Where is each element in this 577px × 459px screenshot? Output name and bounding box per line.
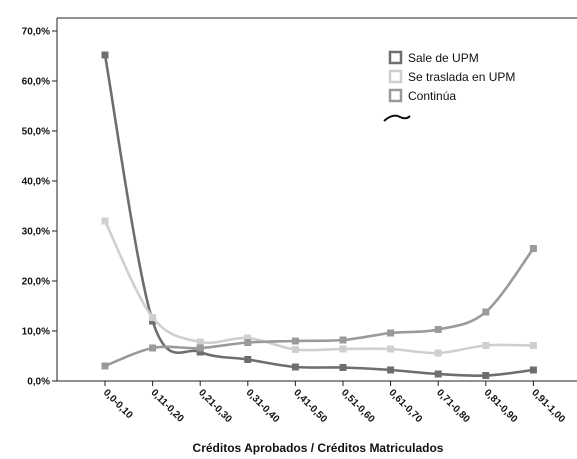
data-point	[101, 217, 109, 225]
series-line	[103, 220, 534, 355]
series-2	[101, 245, 537, 370]
series-line	[103, 54, 534, 377]
data-point	[387, 329, 395, 337]
y-tick-label: 0,0%	[27, 377, 50, 388]
series-0	[101, 51, 537, 379]
data-point	[482, 308, 490, 316]
data-point	[149, 344, 157, 352]
x-tick-label: 0,41-0,50	[291, 387, 329, 425]
legend-swatch	[388, 88, 403, 103]
data-point	[434, 326, 442, 333]
data-point	[339, 336, 347, 344]
x-axis-title: Créditos Aprobados / Créditos Matriculad…	[193, 441, 444, 455]
x-tick-label: 0,0-0,10	[101, 387, 135, 421]
x-tick-label: 0,11-0,20	[148, 387, 186, 425]
data-point	[291, 363, 299, 371]
data-point	[291, 337, 299, 345]
data-point	[339, 345, 347, 353]
y-tick-label: 10,0%	[22, 327, 50, 338]
legend-label: Continúa	[408, 89, 456, 103]
data-point	[529, 245, 537, 252]
data-point	[244, 356, 252, 363]
x-tick-label: 0,81-0,90	[482, 387, 520, 425]
data-point	[387, 366, 395, 374]
legend-label: Sale de UPM	[408, 51, 479, 65]
data-point	[149, 314, 157, 321]
data-point	[101, 362, 109, 370]
legend-swatch	[388, 69, 403, 84]
data-point	[291, 346, 299, 353]
x-tick-label: 0,91-1,00	[529, 387, 567, 425]
legend-swatch	[388, 50, 403, 65]
data-point	[482, 342, 490, 349]
data-point	[196, 338, 204, 346]
y-tick-label: 20,0%	[22, 277, 50, 288]
data-point	[529, 342, 537, 349]
y-tick-label: 60,0%	[22, 77, 50, 88]
series-1	[101, 217, 537, 357]
y-tick-label: 70,0%	[22, 27, 50, 38]
data-point	[434, 349, 442, 357]
data-point	[339, 364, 347, 371]
y-tick-label: 50,0%	[22, 127, 50, 138]
squiggle-mark-icon	[383, 114, 411, 122]
legend: Sale de UPM Se traslada en UPM Continúa	[383, 50, 515, 122]
y-tick-label: 40,0%	[22, 177, 50, 188]
y-tick-label: 30,0%	[22, 227, 50, 238]
data-point	[244, 339, 252, 346]
data-point	[482, 372, 490, 379]
data-point	[101, 51, 109, 59]
data-point	[196, 344, 204, 352]
axes	[56, 17, 577, 382]
data-point	[434, 370, 442, 378]
series-line	[104, 247, 535, 368]
data-point	[387, 345, 395, 353]
data-point	[529, 366, 537, 374]
data-point	[244, 334, 252, 342]
x-tick-label: 0,71-0,80	[434, 387, 472, 425]
data-point	[196, 348, 204, 356]
legend-label: Se traslada en UPM	[408, 70, 515, 84]
series-lines	[101, 51, 537, 379]
x-tick-label: 0,51-0,60	[339, 387, 377, 425]
y-tick-labels: 0,0% 10,0% 20,0% 30,0% 40,0% 50,0% 60,0% 70,0%	[22, 27, 57, 388]
x-tick-label: 0,61-0,70	[386, 387, 424, 425]
x-tick-labels: 0,0-0,10 0,11-0,20 0,21-0,30 0,31-0,40 0,41-…	[101, 381, 567, 425]
x-tick-label: 0,31-0,40	[244, 387, 282, 425]
x-tick-label: 0,21-0,30	[196, 387, 234, 425]
